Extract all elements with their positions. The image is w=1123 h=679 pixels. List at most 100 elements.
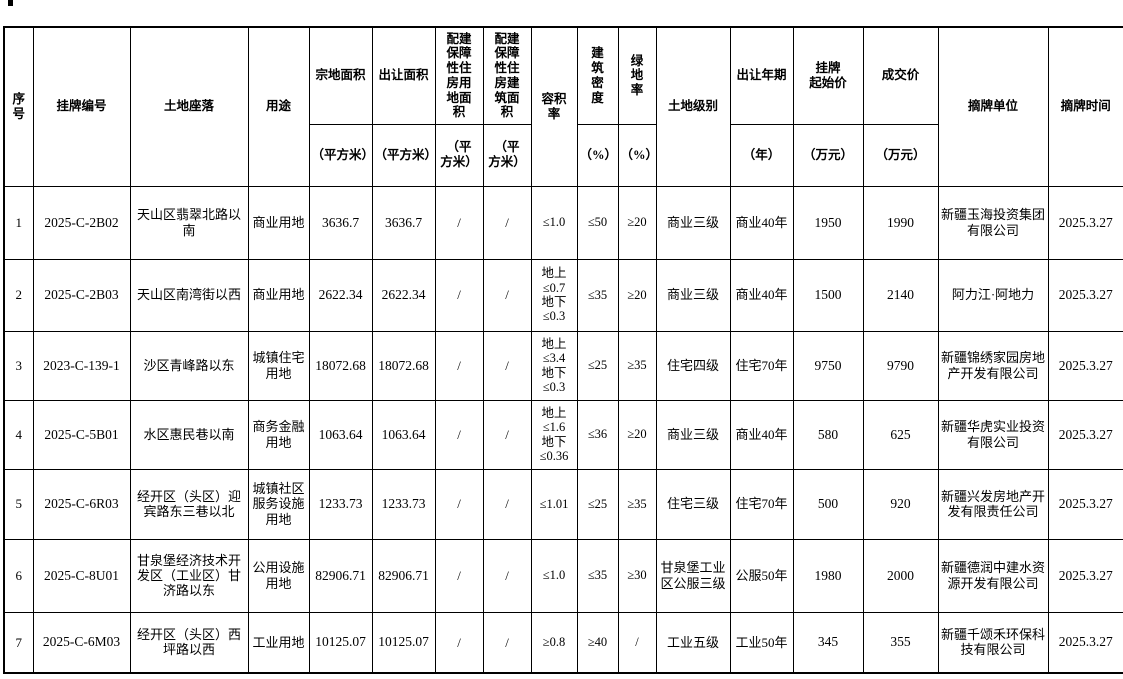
cell-land-level: 商业三级 — [655, 258, 731, 332]
col-unit-starting-price: （万元） — [792, 123, 864, 187]
col-header-usage: 用途 — [247, 26, 310, 187]
cell-building-density: ≤25 — [576, 468, 619, 540]
cell-land-level: 甘泉堡工业区公服三级 — [655, 538, 731, 613]
cell-land-location: 水区惠民巷以南 — [129, 399, 249, 470]
cell-winning-bidder: 新疆兴发房地产开发有限责任公司 — [937, 468, 1049, 540]
cell-land-location: 天山区南湾街以西 — [129, 258, 249, 332]
cell-affordable-housing-floor-area: / — [482, 330, 532, 401]
col-header-affordable-housing-land-area-label: 配建保障性住房用地面积 — [446, 31, 472, 120]
cell-transaction-price: 355 — [862, 611, 939, 674]
cell-starting-price: 9750 — [792, 330, 864, 401]
stray-mark — [8, 0, 13, 6]
cell-building-density: ≤35 — [576, 538, 619, 613]
cell-affordable-housing-land-area: / — [434, 399, 484, 470]
cell-affordable-housing-floor-area: / — [482, 538, 532, 613]
cell-listing-number: 2025-C-6M03 — [32, 611, 131, 674]
cell-starting-price: 1950 — [792, 185, 864, 260]
cell-delisting-date: 2025.3.27 — [1047, 330, 1123, 401]
cell-listing-number: 2025-C-8U01 — [32, 538, 131, 613]
cell-floor-area-ratio: ≥0.8 — [530, 611, 578, 674]
cell-affordable-housing-land-area: / — [434, 330, 484, 401]
cell-delisting-date: 2025.3.27 — [1047, 538, 1123, 613]
cell-green-rate: ≥30 — [617, 538, 657, 613]
cell-green-rate: ≥35 — [617, 468, 657, 540]
cell-green-rate: ≥20 — [617, 258, 657, 332]
cell-listing-number: 2023-C-139-1 — [32, 330, 131, 401]
table-row: 7 2025-C-6M03 经开区（头区）西坪路以西 工业用地 10125.07 1012… — [3, 611, 1123, 674]
col-header-delisting-date: 摘牌时间 — [1047, 26, 1123, 187]
cell-affordable-housing-land-area: / — [434, 258, 484, 332]
cell-green-rate: ≥20 — [617, 185, 657, 260]
cell-tenure: 工业50年 — [729, 611, 794, 674]
col-header-land-location: 土地座落 — [129, 26, 249, 187]
cell-starting-price: 500 — [792, 468, 864, 540]
col-unit-tenure: （年） — [729, 123, 794, 187]
col-header-green-rate: 绿 地 率 — [617, 26, 657, 125]
cell-green-rate: ≥20 — [617, 399, 657, 470]
cell-affordable-housing-floor-area: / — [482, 185, 532, 260]
col-unit-parcel-area: （平方米） — [308, 123, 374, 187]
cell-usage: 公用设施用地 — [247, 538, 310, 613]
col-header-affordable-housing-floor-area: 配建保障性住房建筑面积 — [482, 26, 532, 125]
table-row: 6 2025-C-8U01 甘泉堡经济技术开发区（工业区）甘济路以东 公用设施用地 82… — [3, 538, 1123, 613]
cell-listing-number: 2025-C-6R03 — [32, 468, 131, 540]
cell-affordable-housing-land-area: / — [434, 538, 484, 613]
cell-land-location: 天山区翡翠北路以南 — [129, 185, 249, 260]
cell-transaction-price: 2140 — [862, 258, 939, 332]
cell-tenure: 住宅70年 — [729, 468, 794, 540]
cell-serial: 2 — [3, 258, 34, 332]
cell-transfer-area: 2622.34 — [371, 258, 436, 332]
col-header-winning-bidder: 摘牌单位 — [937, 26, 1049, 187]
cell-delisting-date: 2025.3.27 — [1047, 611, 1123, 674]
col-header-serial: 序 号 — [3, 26, 34, 187]
cell-floor-area-ratio: ≤1.01 — [530, 468, 578, 540]
cell-usage: 商业用地 — [247, 185, 310, 260]
land-transaction-table: 序 号 挂牌编号 土地座落 用途 宗地面积 出让面积 配建保障性住房用地面积 配… — [3, 26, 1123, 674]
cell-transaction-price: 2000 — [862, 538, 939, 613]
col-header-starting-price: 挂牌 起始价 — [792, 26, 864, 125]
cell-transfer-area: 1063.64 — [371, 399, 436, 470]
cell-winning-bidder: 新疆千颂禾环保科技有限公司 — [937, 611, 1049, 674]
col-header-affordable-housing-land-area: 配建保障性住房用地面积 — [434, 26, 484, 125]
cell-winning-bidder: 阿力江·阿地力 — [937, 258, 1049, 332]
cell-usage: 工业用地 — [247, 611, 310, 674]
cell-starting-price: 1500 — [792, 258, 864, 332]
cell-affordable-housing-floor-area: / — [482, 611, 532, 674]
col-header-affordable-housing-floor-area-label: 配建保障性住房建筑面积 — [494, 31, 520, 120]
table-row: 3 2023-C-139-1 沙区青峰路以东 城镇住宅用地 18072.68 18072.… — [3, 330, 1123, 401]
cell-starting-price: 1980 — [792, 538, 864, 613]
table-row: 2 2025-C-2B03 天山区南湾街以西 商业用地 2622.34 2622.34//… — [3, 258, 1123, 332]
cell-floor-area-ratio: ≤1.0 — [530, 538, 578, 613]
cell-land-level: 住宅三级 — [655, 468, 731, 540]
cell-land-location: 沙区青峰路以东 — [129, 330, 249, 401]
cell-green-rate: / — [617, 611, 657, 674]
table-body: 1 2025-C-2B02 天山区翡翠北路以南 商业用地 3636.7 3636.7// ≤… — [3, 185, 1123, 674]
cell-tenure: 公服50年 — [729, 538, 794, 613]
cell-affordable-housing-land-area: / — [434, 185, 484, 260]
col-header-building-density: 建 筑 密 度 — [576, 26, 619, 125]
cell-parcel-area: 3636.7 — [308, 185, 373, 260]
cell-affordable-housing-floor-area: / — [482, 399, 532, 470]
cell-usage: 城镇社区服务设施用地 — [247, 468, 310, 540]
col-header-transfer-area: 出让面积 — [371, 26, 436, 125]
cell-winning-bidder: 新疆玉海投资集团有限公司 — [937, 185, 1049, 260]
cell-winning-bidder: 新疆德润中建水资源开发有限公司 — [937, 538, 1049, 613]
cell-tenure: 商业40年 — [729, 185, 794, 260]
cell-serial: 7 — [3, 611, 34, 674]
cell-delisting-date: 2025.3.27 — [1047, 258, 1123, 332]
cell-starting-price: 580 — [792, 399, 864, 470]
table-header: 序 号 挂牌编号 土地座落 用途 宗地面积 出让面积 配建保障性住房用地面积 配… — [3, 26, 1123, 187]
col-header-land-level: 土地级别 — [655, 26, 731, 187]
cell-serial: 6 — [3, 538, 34, 613]
cell-tenure: 住宅70年 — [729, 330, 794, 401]
cell-winning-bidder: 新疆锦绣家园房地产开发有限公司 — [937, 330, 1049, 401]
cell-affordable-housing-land-area: / — [434, 468, 484, 540]
col-unit-affordable-housing-land-area: （平 方米） — [434, 123, 484, 187]
col-header-floor-area-ratio: 容积 率 — [530, 26, 578, 187]
cell-building-density: ≥40 — [576, 611, 619, 674]
cell-transfer-area: 10125.07 — [371, 611, 436, 674]
cell-starting-price: 345 — [792, 611, 864, 674]
cell-building-density: ≤25 — [576, 330, 619, 401]
cell-floor-area-ratio: 地上 ≤1.6 地下 ≤0.36 — [530, 399, 578, 470]
cell-parcel-area: 18072.68 — [308, 330, 373, 401]
